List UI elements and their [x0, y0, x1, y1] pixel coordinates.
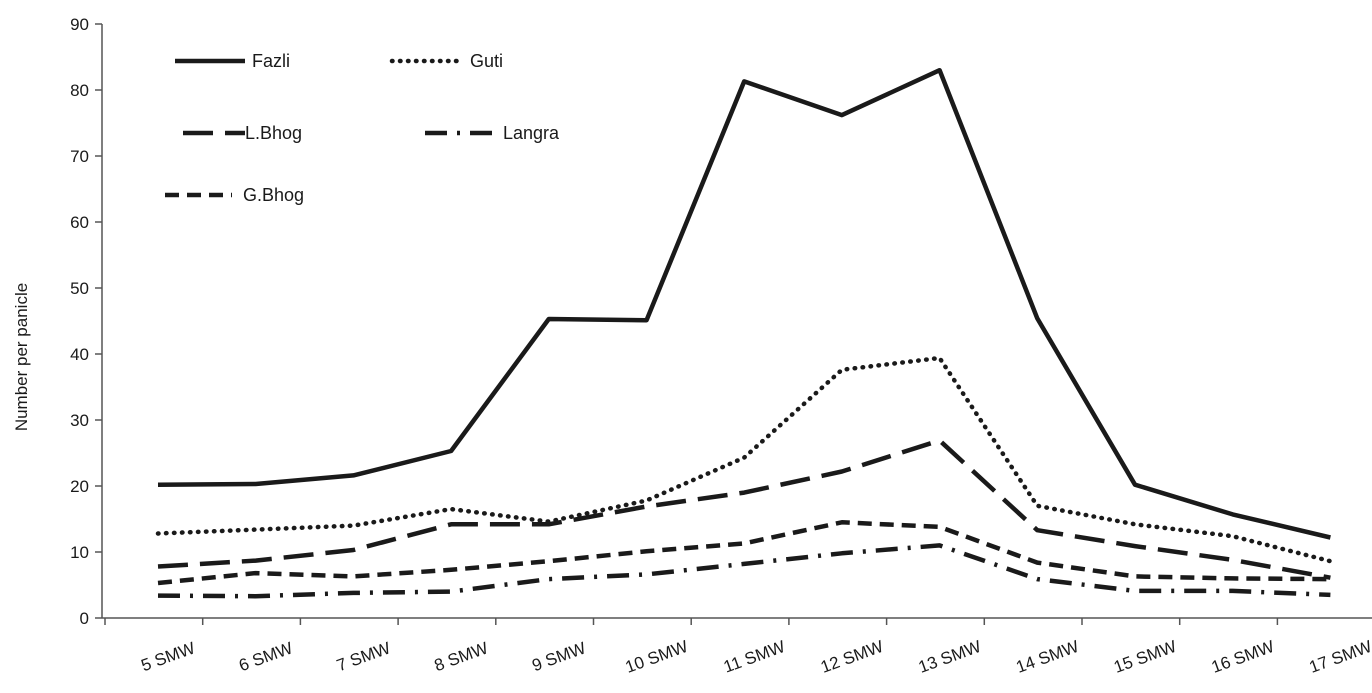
x-tick-label: 11 SMW [721, 637, 788, 677]
x-tick-label: 12 SMW [818, 637, 886, 677]
x-tick-label: 10 SMW [623, 637, 691, 677]
legend: Fazli Guti L.Bhog Langra G.Bhog [165, 51, 560, 205]
x-tick-label: 16 SMW [1209, 637, 1277, 677]
x-tick-label: 17 SMW [1307, 637, 1372, 677]
y-axis-title: Number per panicle [12, 283, 31, 431]
y-tick-label: 60 [70, 213, 89, 232]
x-tick-label: 8 SMW [432, 638, 491, 675]
series-line-langra [157, 543, 1331, 599]
series-line-fazli [157, 67, 1331, 540]
legend-label: Langra [503, 123, 560, 143]
x-tick-label: 9 SMW [529, 638, 588, 675]
x-tick-label: 7 SMW [334, 638, 393, 675]
y-tick-label: 40 [70, 345, 89, 364]
x-tick-label: 14 SMW [1014, 637, 1082, 677]
y-tick-label: 20 [70, 477, 89, 496]
y-tick-label: 30 [70, 411, 89, 430]
x-tick-label: 15 SMW [1111, 637, 1179, 677]
legend-label: Guti [470, 51, 503, 71]
y-axis: 0 10 20 30 40 50 60 70 80 90 [70, 15, 103, 628]
x-tick-label: 6 SMW [236, 638, 295, 675]
legend-label: G.Bhog [243, 185, 304, 205]
y-tick-label: 0 [80, 609, 89, 628]
series-lines [155, 67, 1333, 599]
legend-label: Fazli [252, 51, 290, 71]
series-line-guti [155, 355, 1333, 564]
y-tick-label: 80 [70, 81, 89, 100]
y-tick-label: 50 [70, 279, 89, 298]
x-tick-label: 13 SMW [916, 637, 984, 677]
series-line-l-bhog [157, 438, 1331, 580]
legend-label: L.Bhog [245, 123, 302, 143]
x-axis: 5 SMW 6 SMW 7 SMW 8 SMW 9 SMW 10 SMW 11 SMW 12 … [102, 617, 1372, 677]
y-tick-label: 10 [70, 543, 89, 562]
y-tick-label: 90 [70, 15, 89, 34]
y-tick-label: 70 [70, 147, 89, 166]
x-tick-label: 5 SMW [139, 638, 198, 675]
